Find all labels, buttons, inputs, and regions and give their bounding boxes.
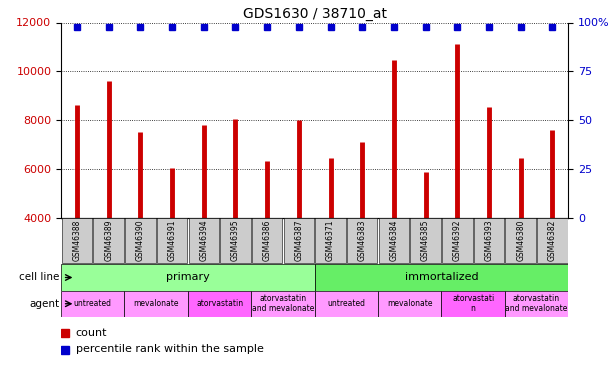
Text: count: count bbox=[76, 328, 108, 338]
FancyBboxPatch shape bbox=[537, 218, 568, 263]
FancyBboxPatch shape bbox=[189, 218, 219, 263]
FancyBboxPatch shape bbox=[220, 218, 251, 263]
Text: GSM46390: GSM46390 bbox=[136, 219, 145, 261]
Text: mevalonate: mevalonate bbox=[133, 299, 179, 308]
Text: atorvastati
n: atorvastati n bbox=[452, 294, 494, 314]
FancyBboxPatch shape bbox=[505, 291, 568, 317]
Text: GSM46388: GSM46388 bbox=[73, 219, 81, 261]
Text: untreated: untreated bbox=[327, 299, 365, 308]
FancyBboxPatch shape bbox=[505, 218, 536, 263]
Text: GSM46387: GSM46387 bbox=[295, 219, 303, 261]
FancyBboxPatch shape bbox=[315, 264, 568, 291]
Text: percentile rank within the sample: percentile rank within the sample bbox=[76, 345, 263, 354]
FancyBboxPatch shape bbox=[284, 218, 314, 263]
FancyBboxPatch shape bbox=[188, 291, 251, 317]
Text: GSM46384: GSM46384 bbox=[389, 219, 398, 261]
FancyBboxPatch shape bbox=[157, 218, 187, 263]
Text: GSM46386: GSM46386 bbox=[263, 219, 272, 261]
Title: GDS1630 / 38710_at: GDS1630 / 38710_at bbox=[243, 8, 387, 21]
Text: GSM46392: GSM46392 bbox=[453, 219, 462, 261]
FancyBboxPatch shape bbox=[61, 264, 315, 291]
FancyBboxPatch shape bbox=[474, 218, 504, 263]
Text: atorvastatin
and mevalonate: atorvastatin and mevalonate bbox=[252, 294, 314, 314]
FancyBboxPatch shape bbox=[93, 218, 124, 263]
Text: mevalonate: mevalonate bbox=[387, 299, 433, 308]
Text: GSM46383: GSM46383 bbox=[357, 219, 367, 261]
FancyBboxPatch shape bbox=[61, 291, 125, 317]
FancyBboxPatch shape bbox=[251, 291, 315, 317]
Text: agent: agent bbox=[29, 299, 59, 309]
FancyBboxPatch shape bbox=[442, 218, 472, 263]
Text: GSM46382: GSM46382 bbox=[548, 219, 557, 261]
FancyBboxPatch shape bbox=[252, 218, 282, 263]
Text: GSM46371: GSM46371 bbox=[326, 219, 335, 261]
Text: GSM46380: GSM46380 bbox=[516, 219, 525, 261]
Text: GSM46389: GSM46389 bbox=[104, 219, 113, 261]
Text: atorvastatin
and mevalonate: atorvastatin and mevalonate bbox=[505, 294, 568, 314]
Text: atorvastatin: atorvastatin bbox=[196, 299, 243, 308]
FancyBboxPatch shape bbox=[378, 291, 441, 317]
FancyBboxPatch shape bbox=[125, 218, 156, 263]
Text: GSM46393: GSM46393 bbox=[485, 219, 494, 261]
Text: immortalized: immortalized bbox=[404, 273, 478, 282]
Text: GSM46395: GSM46395 bbox=[231, 219, 240, 261]
FancyBboxPatch shape bbox=[315, 218, 346, 263]
Text: primary: primary bbox=[166, 273, 210, 282]
FancyBboxPatch shape bbox=[315, 291, 378, 317]
Text: untreated: untreated bbox=[74, 299, 112, 308]
FancyBboxPatch shape bbox=[347, 218, 378, 263]
Text: cell line: cell line bbox=[19, 273, 59, 282]
FancyBboxPatch shape bbox=[441, 291, 505, 317]
Text: GSM46394: GSM46394 bbox=[199, 219, 208, 261]
FancyBboxPatch shape bbox=[62, 218, 92, 263]
Text: GSM46391: GSM46391 bbox=[167, 219, 177, 261]
FancyBboxPatch shape bbox=[125, 291, 188, 317]
Text: GSM46385: GSM46385 bbox=[421, 219, 430, 261]
FancyBboxPatch shape bbox=[411, 218, 441, 263]
FancyBboxPatch shape bbox=[379, 218, 409, 263]
